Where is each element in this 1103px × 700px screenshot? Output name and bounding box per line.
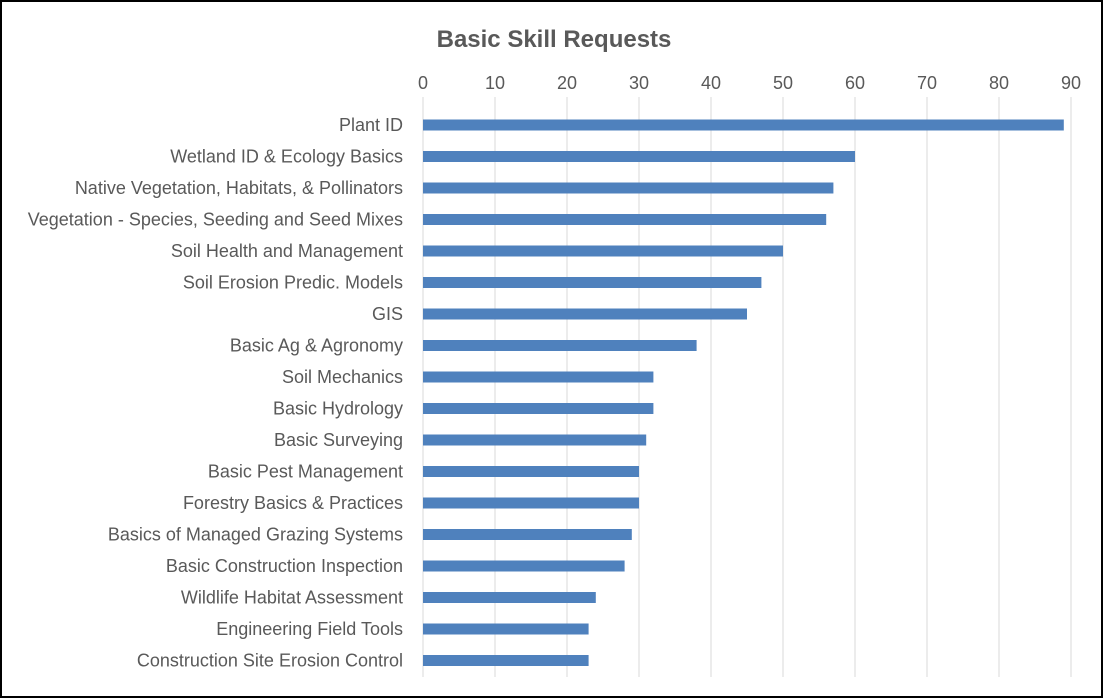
x-tick-label: 30 xyxy=(629,73,649,93)
bar xyxy=(423,151,855,162)
bar xyxy=(423,277,762,288)
category-label: Wildlife Habitat Assessment xyxy=(181,588,403,608)
category-label: Basic Ag & Agronomy xyxy=(230,336,403,356)
x-tick-label: 10 xyxy=(485,73,505,93)
category-label: Soil Health and Management xyxy=(171,241,403,261)
bar xyxy=(423,466,639,477)
bar xyxy=(423,182,834,194)
chart-title: Basic Skill Requests xyxy=(437,26,672,53)
bar xyxy=(423,308,747,320)
bar xyxy=(423,655,589,666)
category-label: Engineering Field Tools xyxy=(216,619,403,639)
x-tick-label: 60 xyxy=(845,73,865,93)
bar xyxy=(423,434,647,446)
bar xyxy=(423,529,632,540)
bar xyxy=(423,592,596,603)
bar xyxy=(423,623,589,635)
bar xyxy=(423,245,783,257)
x-axis-tick-labels: 0 10 20 30 40 50 60 70 80 90 xyxy=(418,73,1081,93)
x-tick-label: 50 xyxy=(773,73,793,93)
x-tick-label: 20 xyxy=(557,73,577,93)
x-tick-label: 0 xyxy=(418,73,428,93)
gridlines xyxy=(422,97,1072,677)
bar xyxy=(423,560,625,572)
category-label: Basic Construction Inspection xyxy=(166,556,403,576)
category-label: Basic Surveying xyxy=(274,430,403,450)
category-label: Wetland ID & Ecology Basics xyxy=(170,147,403,167)
category-label: Soil Mechanics xyxy=(282,367,403,387)
bars xyxy=(423,119,1064,666)
category-label: Vegetation - Species, Seeding and Seed M… xyxy=(28,210,403,230)
x-tick-label: 70 xyxy=(917,73,937,93)
category-label: Basic Pest Management xyxy=(208,462,403,482)
x-tick-label: 40 xyxy=(701,73,721,93)
bar xyxy=(423,497,639,509)
bar xyxy=(423,340,697,351)
category-label: Native Vegetation, Habitats, & Pollinato… xyxy=(75,178,403,198)
category-label: GIS xyxy=(372,304,403,324)
x-tick-label: 80 xyxy=(989,73,1009,93)
x-tick-label: 90 xyxy=(1061,73,1081,93)
category-label: Plant ID xyxy=(339,115,403,135)
category-label: Soil Erosion Predic. Models xyxy=(183,273,403,293)
category-label: Basics of Managed Grazing Systems xyxy=(108,525,403,545)
bar xyxy=(423,403,654,414)
bar xyxy=(423,214,827,225)
category-label: Basic Hydrology xyxy=(273,399,403,419)
category-labels: Plant ID Wetland ID & Ecology Basics Nativ… xyxy=(28,115,403,671)
category-label: Forestry Basics & Practices xyxy=(183,493,403,513)
bar xyxy=(423,371,654,383)
bar xyxy=(423,119,1064,131)
category-label: Construction Site Erosion Control xyxy=(137,651,403,671)
